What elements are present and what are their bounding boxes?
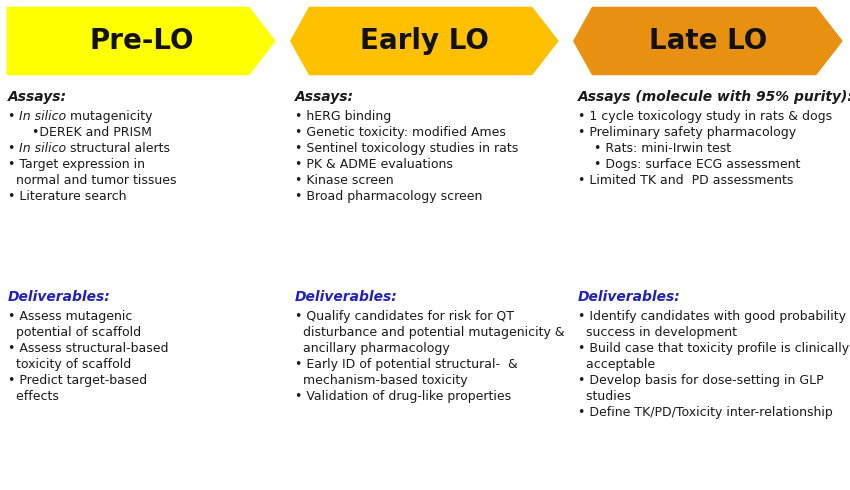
Text: • Genetic toxicity: modified Ames: • Genetic toxicity: modified Ames (295, 126, 506, 139)
Text: • Rats: mini-Irwin test: • Rats: mini-Irwin test (578, 142, 731, 155)
Text: • hERG binding: • hERG binding (295, 110, 391, 123)
Text: toxicity of scaffold: toxicity of scaffold (8, 358, 131, 371)
Text: ancillary pharmacology: ancillary pharmacology (295, 342, 450, 355)
Text: • Assess structural-based: • Assess structural-based (8, 342, 168, 355)
Text: mechanism-based toxicity: mechanism-based toxicity (295, 374, 468, 387)
Text: Assays:: Assays: (8, 90, 67, 104)
Text: • Limited TK and  PD assessments: • Limited TK and PD assessments (578, 174, 793, 187)
Text: potential of scaffold: potential of scaffold (8, 326, 141, 339)
Text: Assays:: Assays: (295, 90, 354, 104)
Text: • Broad pharmacology screen: • Broad pharmacology screen (295, 190, 482, 203)
Text: • Kinase screen: • Kinase screen (295, 174, 394, 187)
Text: effects: effects (8, 390, 59, 403)
Text: • Dogs: surface ECG assessment: • Dogs: surface ECG assessment (578, 158, 801, 171)
Text: studies: studies (578, 390, 631, 403)
Text: Early LO: Early LO (360, 27, 489, 55)
Text: disturbance and potential mutagenicity &: disturbance and potential mutagenicity & (295, 326, 564, 339)
Text: • Literature search: • Literature search (8, 190, 127, 203)
Polygon shape (5, 5, 278, 77)
Text: Deliverables:: Deliverables: (8, 290, 111, 304)
Text: • Validation of drug-like properties: • Validation of drug-like properties (295, 390, 511, 403)
Text: normal and tumor tissues: normal and tumor tissues (8, 174, 177, 187)
Text: • Target expression in: • Target expression in (8, 158, 145, 171)
Text: • Assess mutagenic: • Assess mutagenic (8, 310, 133, 323)
Text: • Define TK/PD/Toxicity inter-relationship: • Define TK/PD/Toxicity inter-relationsh… (578, 406, 833, 419)
Text: Pre-LO: Pre-LO (89, 27, 194, 55)
Text: mutagenicity: mutagenicity (66, 110, 153, 123)
Text: In silico: In silico (20, 110, 66, 123)
Text: • Sentinel toxicology studies in rats: • Sentinel toxicology studies in rats (295, 142, 518, 155)
Text: • Predict target-based: • Predict target-based (8, 374, 147, 387)
Text: • Develop basis for dose-setting in GLP: • Develop basis for dose-setting in GLP (578, 374, 824, 387)
Polygon shape (571, 5, 845, 77)
Text: • Build case that toxicity profile is clinically: • Build case that toxicity profile is cl… (578, 342, 849, 355)
Text: • Identify candidates with good probability of: • Identify candidates with good probabil… (578, 310, 850, 323)
Text: • PK & ADME evaluations: • PK & ADME evaluations (295, 158, 453, 171)
Text: • Qualify candidates for risk for QT: • Qualify candidates for risk for QT (295, 310, 514, 323)
Text: Deliverables:: Deliverables: (295, 290, 398, 304)
Text: success in development: success in development (578, 326, 737, 339)
Text: structural alerts: structural alerts (66, 142, 171, 155)
Text: •: • (8, 110, 20, 123)
Text: acceptable: acceptable (578, 358, 655, 371)
Text: Assays (molecule with 95% purity):: Assays (molecule with 95% purity): (578, 90, 850, 104)
Text: Deliverables:: Deliverables: (578, 290, 681, 304)
Text: •: • (8, 142, 20, 155)
Polygon shape (288, 5, 561, 77)
Text: • Preliminary safety pharmacology: • Preliminary safety pharmacology (578, 126, 796, 139)
Text: • 1 cycle toxicology study in rats & dogs: • 1 cycle toxicology study in rats & dog… (578, 110, 832, 123)
Text: Late LO: Late LO (649, 27, 767, 55)
Text: • Early ID of potential structural-  &: • Early ID of potential structural- & (295, 358, 518, 371)
Text: In silico: In silico (20, 142, 66, 155)
Text: •DEREK and PRISM: •DEREK and PRISM (8, 126, 152, 139)
